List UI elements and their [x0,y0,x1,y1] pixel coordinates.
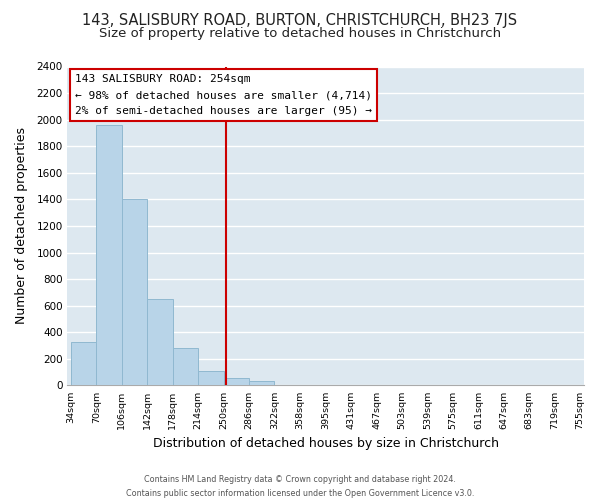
Bar [97,125,122,386]
Text: Size of property relative to detached houses in Christchurch: Size of property relative to detached ho… [99,28,501,40]
Y-axis label: Number of detached properties: Number of detached properties [15,128,28,324]
X-axis label: Distribution of detached houses by size in Christchurch: Distribution of detached houses by size … [152,437,499,450]
Bar [173,348,198,386]
Bar [224,378,249,386]
Text: 143 SALISBURY ROAD: 254sqm
← 98% of detached houses are smaller (4,714)
2% of se: 143 SALISBURY ROAD: 254sqm ← 98% of deta… [75,74,372,116]
Bar [147,299,173,386]
Bar [71,342,97,386]
Bar [198,371,224,386]
Bar [122,200,147,386]
Text: Contains HM Land Registry data © Crown copyright and database right 2024.
Contai: Contains HM Land Registry data © Crown c… [126,476,474,498]
Bar [249,381,274,386]
Text: 143, SALISBURY ROAD, BURTON, CHRISTCHURCH, BH23 7JS: 143, SALISBURY ROAD, BURTON, CHRISTCHURC… [82,12,518,28]
